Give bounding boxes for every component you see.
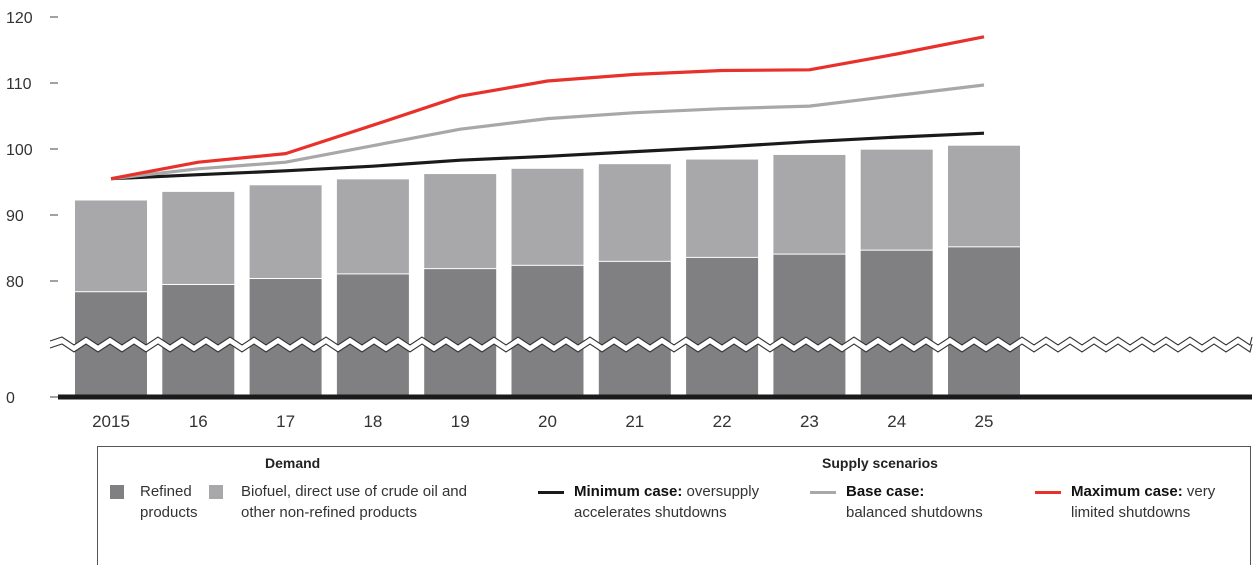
legend-demand-title: Demand xyxy=(265,455,321,471)
x-tick-label: 23 xyxy=(800,412,819,431)
min-case-bold: Minimum case: xyxy=(574,483,683,500)
y-tick-label: 0 xyxy=(6,390,15,407)
bar-biofuel xyxy=(511,168,584,265)
y-tick-label: 80 xyxy=(6,274,24,291)
bar-biofuel xyxy=(75,200,147,292)
max-case-bold: Maximum case: xyxy=(1071,483,1183,500)
x-tick-label: 20 xyxy=(538,412,557,431)
x-tick-label: 22 xyxy=(713,412,732,431)
min-case-rest: oversupply accelerates shutdowns xyxy=(574,483,760,521)
base-case-rest: balanced shutdowns xyxy=(846,504,983,521)
x-tick-label: 19 xyxy=(451,412,470,431)
y-tick-label: 110 xyxy=(6,76,32,93)
series-line-minimum-case xyxy=(110,131,985,181)
bar-refined xyxy=(511,265,584,397)
y-tick-label: 120 xyxy=(6,10,33,27)
bar-refined xyxy=(424,269,497,397)
bar-biofuel xyxy=(598,164,671,261)
bar-refined xyxy=(773,254,846,397)
x-tick-label: 17 xyxy=(276,412,295,431)
y-tick-label: 90 xyxy=(6,208,24,225)
min-case-line xyxy=(538,491,564,494)
biofuel-label: Biofuel, direct use of crude oil and oth… xyxy=(241,483,467,521)
legend-supply-title: Supply scenarios xyxy=(822,455,938,471)
x-tick-label: 2015 xyxy=(92,412,130,431)
bar-biofuel xyxy=(686,159,759,257)
legend: Demand Supply scenarios Refined products… xyxy=(97,446,1251,565)
bar-refined xyxy=(598,261,671,397)
bar-biofuel xyxy=(162,191,235,284)
bar-biofuel xyxy=(773,154,846,254)
bar-refined xyxy=(162,284,235,397)
max-case-label: Maximum case: very limited shutdowns xyxy=(1071,481,1247,523)
bar-biofuel xyxy=(424,174,497,269)
x-tick-label: 25 xyxy=(975,412,994,431)
bar-biofuel xyxy=(336,179,409,274)
bar-biofuel xyxy=(948,145,1020,247)
x-tick-label: 21 xyxy=(625,412,644,431)
x-tick-label: 24 xyxy=(887,412,906,431)
biofuel-swatch xyxy=(209,485,223,499)
x-tick-label: 18 xyxy=(363,412,382,431)
axis-break-line xyxy=(49,343,1253,353)
bar-refined xyxy=(948,247,1020,397)
series-line-maximum-case xyxy=(110,35,985,181)
min-case-label: Minimum case: oversupply accelerates shu… xyxy=(574,481,806,523)
series-line-base-case xyxy=(110,83,985,181)
base-case-line xyxy=(810,491,836,494)
refined-label: Refined products xyxy=(140,483,198,521)
bar-refined xyxy=(249,279,322,397)
chart-area: 120 110 100 90 80 0 2015 16 17 18 19 20 21 22 23 24 25 xyxy=(6,10,1253,431)
y-tick-label: 100 xyxy=(6,142,33,159)
axis-break-line xyxy=(49,336,1253,346)
x-tick-label: 16 xyxy=(189,412,208,431)
max-case-rest: very limited shutdowns xyxy=(1071,483,1216,521)
bar-biofuel xyxy=(249,185,322,279)
max-case-line xyxy=(1035,491,1061,494)
bar-refined xyxy=(336,274,409,397)
base-case-bold: Base case: xyxy=(846,483,925,500)
bar-refined xyxy=(686,257,759,397)
bar-refined xyxy=(860,250,933,397)
bar-biofuel xyxy=(860,149,933,250)
refined-swatch xyxy=(110,485,124,499)
base-case-label: Base case: balanced shutdowns xyxy=(846,481,1036,523)
